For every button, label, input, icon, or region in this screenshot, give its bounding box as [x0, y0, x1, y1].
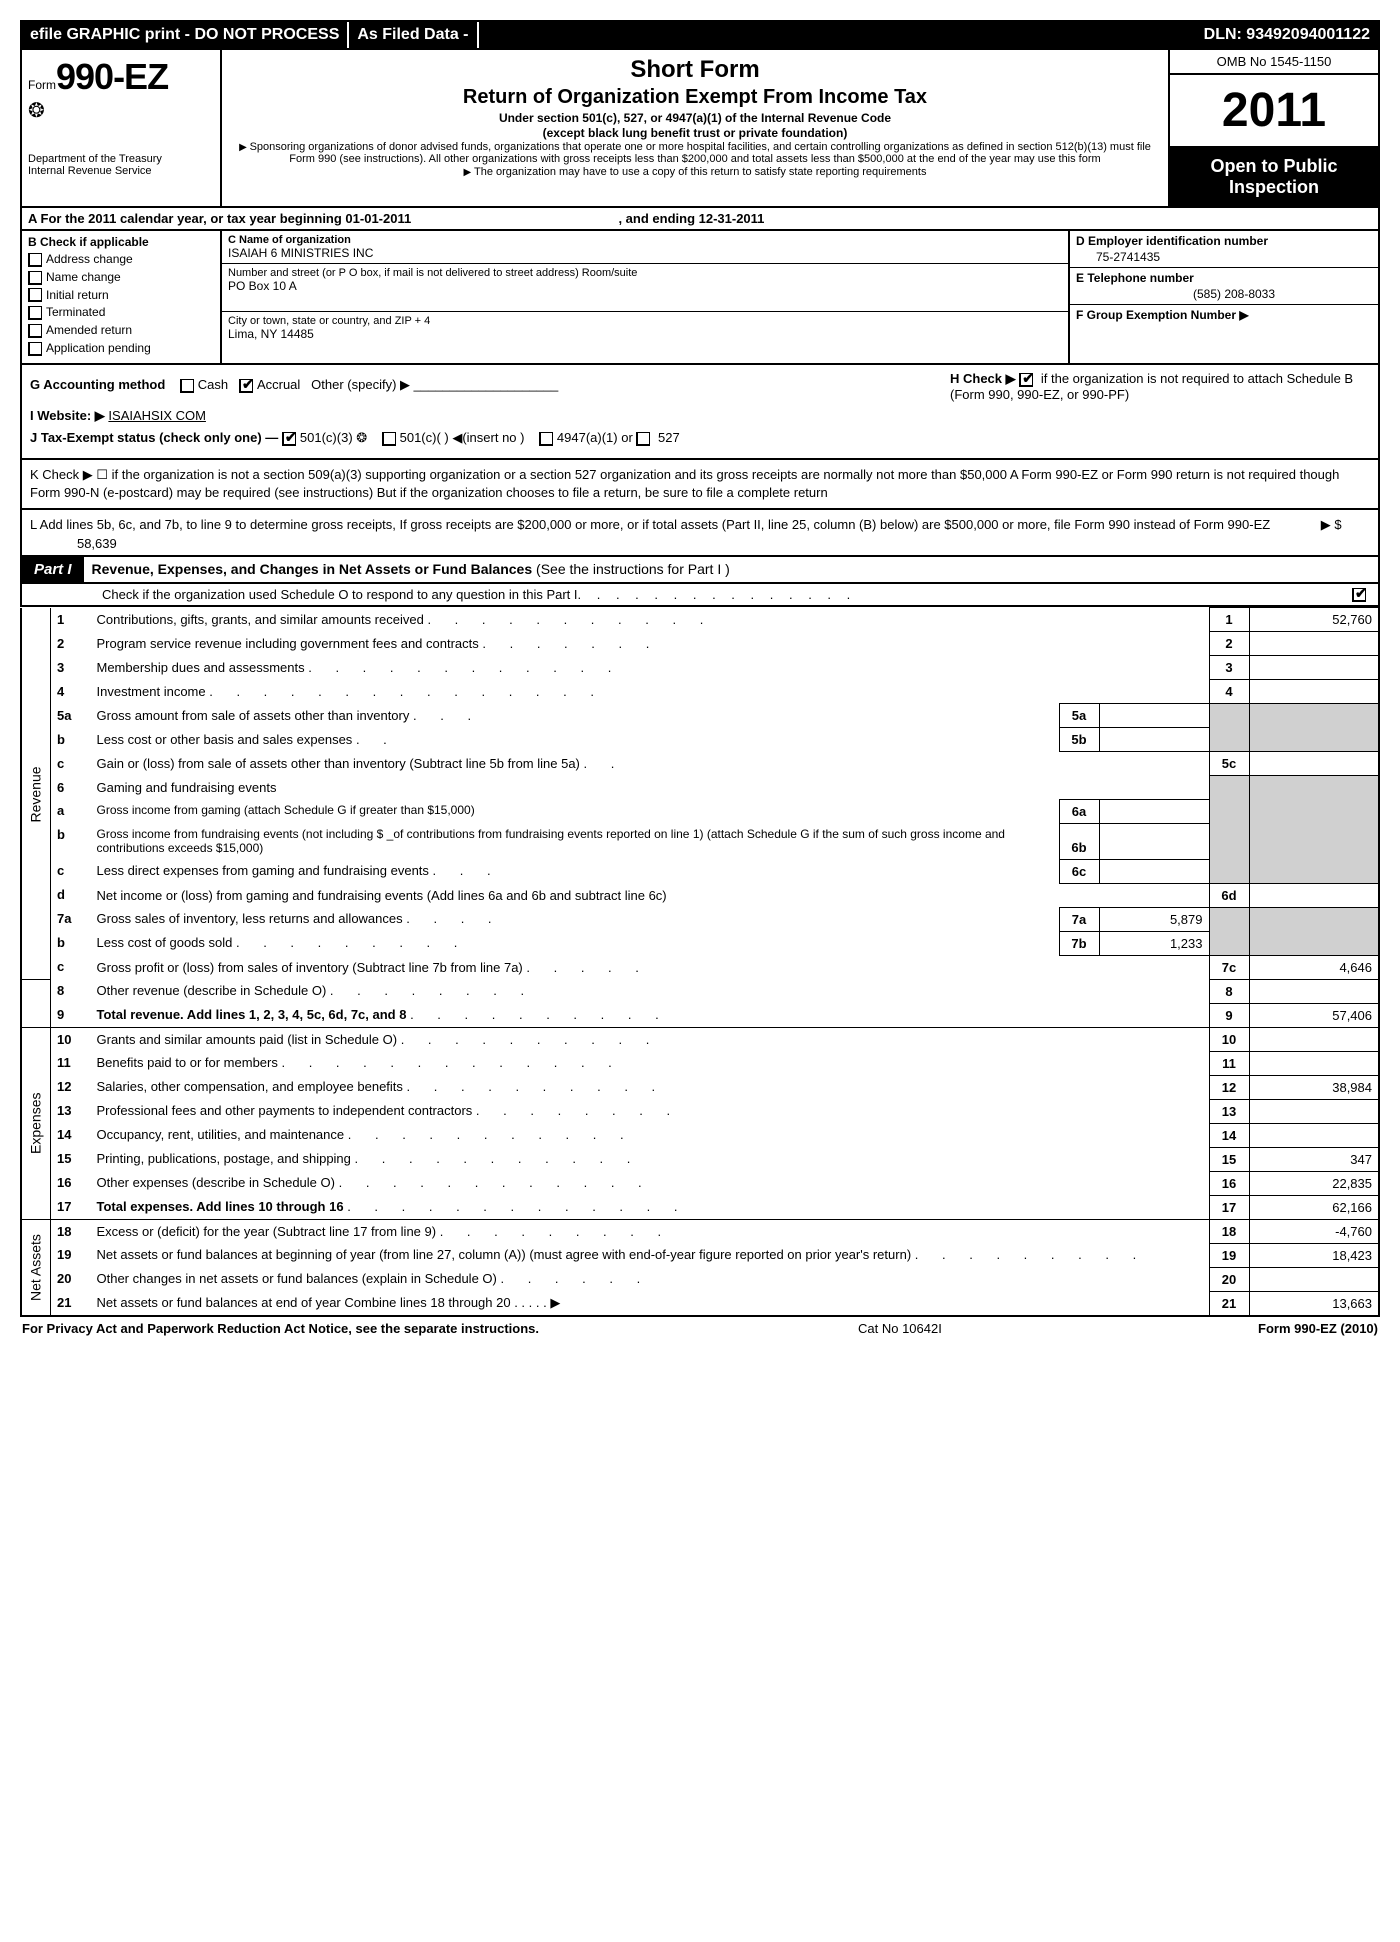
val-line1: 52,760 — [1249, 608, 1379, 632]
chk-initial-return[interactable] — [28, 288, 42, 302]
side-revenue: Revenue — [21, 608, 51, 980]
footer-privacy: For Privacy Act and Paperwork Reduction … — [22, 1321, 858, 1336]
header-left: Form990-EZ ❂ Department of the Treasury … — [22, 50, 222, 206]
val-ein: 75-2741435 — [1076, 250, 1372, 264]
chk-name-change[interactable] — [28, 271, 42, 285]
instruction-state: The organization may have to use a copy … — [230, 166, 1160, 178]
page-footer: For Privacy Act and Paperwork Reduction … — [20, 1317, 1380, 1340]
title-short-form: Short Form — [230, 56, 1160, 84]
asfiled-label: As Filed Data - — [349, 22, 478, 48]
recycle-icon: ❂ — [28, 98, 214, 123]
dln-label: DLN: 93492094001122 — [1196, 22, 1378, 48]
val-line7a: 5,879 — [1099, 907, 1209, 931]
column-c: C Name of organization ISAIAH 6 MINISTRI… — [222, 231, 1068, 363]
tax-year: 2011 — [1170, 75, 1378, 148]
omb-number: OMB No 1545-1150 — [1170, 50, 1378, 75]
instruction-sponsoring: Sponsoring organizations of donor advise… — [230, 141, 1160, 165]
val-line16: 22,835 — [1249, 1171, 1379, 1195]
block-bcdef: B Check if applicable Address change Nam… — [20, 231, 1380, 365]
chk-address-change[interactable] — [28, 253, 42, 267]
part1-header: Part I Revenue, Expenses, and Changes in… — [20, 557, 1380, 584]
row-a-taxyear: A For the 2011 calendar year, or tax yea… — [20, 208, 1380, 231]
part1-table: Revenue 1 Contributions, gifts, grants, … — [20, 607, 1380, 1317]
lbl-city: City or town, state or country, and ZIP … — [228, 315, 1062, 327]
val-line12: 38,984 — [1249, 1075, 1379, 1099]
chk-terminated[interactable] — [28, 306, 42, 320]
val-street: PO Box 10 A — [228, 279, 1062, 293]
val-city: Lima, NY 14485 — [228, 327, 1062, 341]
chk-527[interactable] — [636, 432, 650, 446]
val-line9: 57,406 — [1249, 1003, 1379, 1027]
chk-501c[interactable] — [382, 432, 396, 446]
header-middle: Short Form Return of Organization Exempt… — [222, 50, 1168, 206]
chk-amended-return[interactable] — [28, 324, 42, 338]
subtitle-except: (except black lung benefit trust or priv… — [230, 126, 1160, 140]
part1-tab: Part I — [22, 557, 84, 582]
val-line17: 62,166 — [1249, 1195, 1379, 1219]
schedule-o-check-line: Check if the organization used Schedule … — [20, 584, 1380, 608]
lbl-org-name: C Name of organization — [228, 234, 1062, 246]
chk-accrual[interactable] — [239, 379, 253, 393]
column-b: B Check if applicable Address change Nam… — [22, 231, 222, 363]
top-bar: efile GRAPHIC print - DO NOT PROCESS As … — [20, 20, 1380, 50]
footer-catno: Cat No 10642I — [858, 1321, 1158, 1336]
header-block: Form990-EZ ❂ Department of the Treasury … — [20, 50, 1380, 208]
form-prefix: Form — [28, 78, 56, 92]
chk-schedule-o[interactable] — [1352, 588, 1366, 602]
form-990ez-page: efile GRAPHIC print - DO NOT PROCESS As … — [20, 20, 1380, 1340]
chk-cash[interactable] — [180, 379, 194, 393]
val-line19: 18,423 — [1249, 1243, 1379, 1267]
val-line21: 13,663 — [1249, 1291, 1379, 1316]
efile-notice: efile GRAPHIC print - DO NOT PROCESS — [22, 22, 349, 48]
website-link[interactable]: ISAIAHSIX COM — [108, 408, 206, 423]
section-ghij: H Check ▶ if the organization is not req… — [20, 365, 1380, 460]
item-i: I Website: ▶ ISAIAHSIX COM — [30, 408, 1370, 424]
lbl-ein: D Employer identification number — [1076, 234, 1268, 248]
item-j: J Tax-Exempt status (check only one) — 5… — [30, 430, 1370, 446]
lbl-street: Number and street (or P O box, if mail i… — [228, 267, 1062, 279]
open-to-public: Open to Public Inspection — [1170, 148, 1378, 206]
subtitle-section: Under section 501(c), 527, or 4947(a)(1)… — [230, 111, 1160, 125]
column-def: D Employer identification number 75-2741… — [1068, 231, 1378, 363]
val-line7c: 4,646 — [1249, 955, 1379, 979]
lbl-phone: E Telephone number — [1076, 271, 1194, 285]
side-expenses: Expenses — [21, 1027, 51, 1219]
gross-receipts-amount: 58,639 — [77, 536, 117, 551]
side-netassets: Net Assets — [21, 1219, 51, 1316]
dept-irs: Internal Revenue Service — [28, 165, 214, 177]
chk-h-scheduleb[interactable] — [1019, 373, 1033, 387]
lbl-group-exemption: F Group Exemption Number ▶ — [1076, 308, 1249, 322]
dept-treasury: Department of the Treasury — [28, 153, 214, 165]
title-return: Return of Organization Exempt From Incom… — [230, 86, 1160, 109]
form-number: 990-EZ — [56, 56, 168, 97]
val-line18: -4,760 — [1249, 1219, 1379, 1243]
val-line15: 347 — [1249, 1147, 1379, 1171]
val-phone: (585) 208-8033 — [1076, 287, 1372, 301]
chk-4947[interactable] — [539, 432, 553, 446]
chk-501c3[interactable] — [282, 432, 296, 446]
val-line7b: 1,233 — [1099, 931, 1209, 955]
footer-formref: Form 990-EZ (2010) — [1158, 1321, 1378, 1336]
section-l: L Add lines 5b, 6c, and 7b, to line 9 to… — [20, 510, 1380, 556]
section-k: K Check ▶ ☐ if the organization is not a… — [20, 460, 1380, 510]
val-org-name: ISAIAH 6 MINISTRIES INC — [228, 246, 1062, 260]
col-b-title: B Check if applicable — [28, 235, 214, 249]
header-right: OMB No 1545-1150 2011 Open to Public Ins… — [1168, 50, 1378, 206]
chk-application-pending[interactable] — [28, 342, 42, 356]
part1-title: Revenue, Expenses, and Changes in Net As… — [84, 557, 1378, 581]
item-h: H Check ▶ if the organization is not req… — [950, 371, 1370, 402]
